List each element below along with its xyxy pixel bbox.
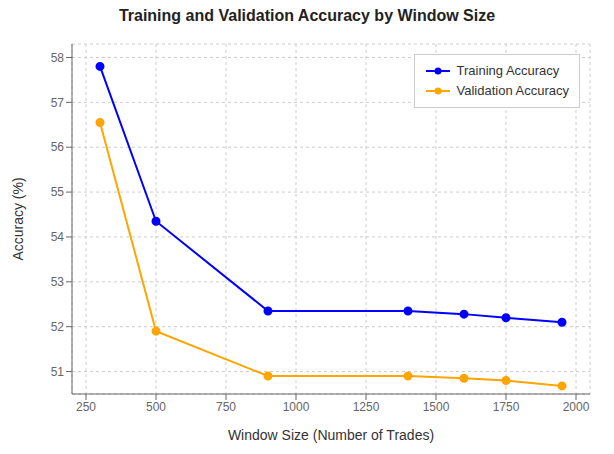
svg-text:56: 56	[51, 140, 65, 154]
svg-text:54: 54	[51, 230, 65, 244]
html-text:Validation Accuracy: Validation Accuracy	[456, 83, 569, 98]
svg-text:750: 750	[216, 400, 236, 414]
svg-text:53: 53	[51, 275, 65, 289]
svg-text:Window Size (Number of Trades): Window Size (Number of Trades)	[228, 427, 434, 443]
svg-text:Accuracy (%): Accuracy (%)	[10, 177, 26, 260]
svg-text:1750: 1750	[493, 400, 520, 414]
html-text:Training and Validation Accura: Training and Validation Accuracy by Wind…	[118, 7, 496, 24]
svg-text:57: 57	[51, 96, 65, 110]
html-text:Training Accuracy: Training Accuracy	[456, 63, 560, 78]
svg-text:250: 250	[76, 400, 96, 414]
svg-text:58: 58	[51, 51, 65, 65]
svg-text:51: 51	[51, 365, 65, 379]
svg-text:1000: 1000	[283, 400, 310, 414]
svg-text:52: 52	[51, 320, 65, 334]
svg-text:1250: 1250	[353, 400, 380, 414]
svg-text:1500: 1500	[423, 400, 450, 414]
svg-text:500: 500	[146, 400, 166, 414]
svg-text:55: 55	[51, 185, 65, 199]
svg-text:2000: 2000	[563, 400, 590, 414]
